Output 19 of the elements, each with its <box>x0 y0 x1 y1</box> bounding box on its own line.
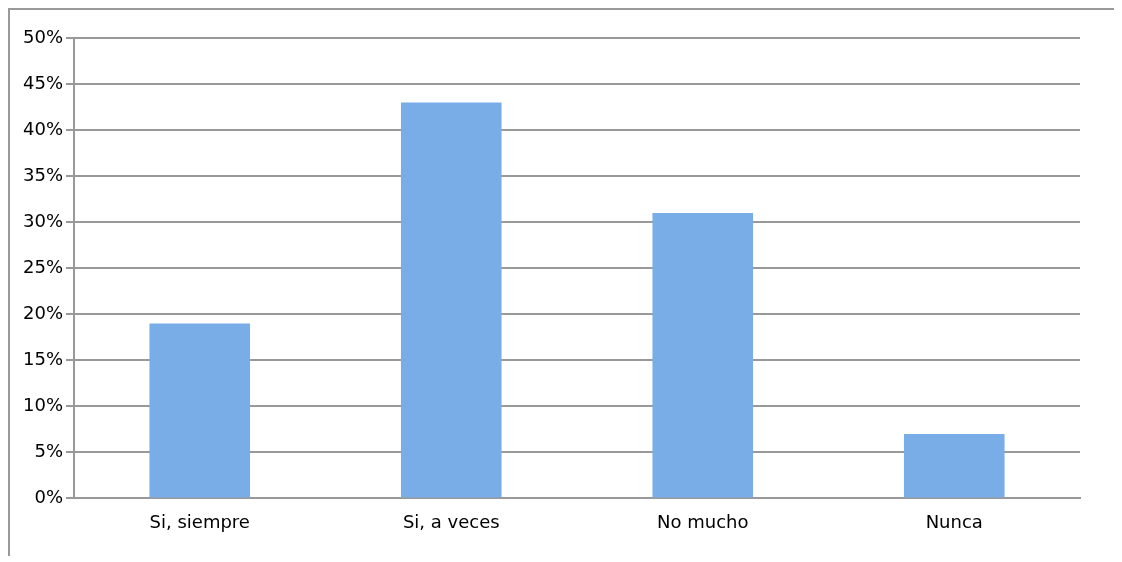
y-tick-label: 15% <box>22 347 64 369</box>
bar <box>652 212 754 498</box>
y-tick-label: 40% <box>22 117 64 139</box>
y-tick-label: 25% <box>22 255 64 277</box>
bar <box>400 102 502 498</box>
y-tick-label: 35% <box>22 163 64 185</box>
x-tick-label: Si, siempre <box>149 510 250 532</box>
y-tick-label: 30% <box>22 209 64 231</box>
bar <box>149 323 251 498</box>
y-tick-label: 10% <box>22 393 64 415</box>
y-tick-label: 5% <box>34 440 64 462</box>
bar <box>903 433 1005 498</box>
y-tick-label: 20% <box>22 301 64 323</box>
x-tick-label: Nunca <box>925 510 983 532</box>
x-tick-label: No mucho <box>657 510 749 532</box>
y-tick-label: 50% <box>22 25 64 47</box>
x-tick-label: Si, a veces <box>402 510 500 532</box>
y-tick-label: 0% <box>34 486 64 508</box>
y-tick-label: 45% <box>22 71 64 93</box>
